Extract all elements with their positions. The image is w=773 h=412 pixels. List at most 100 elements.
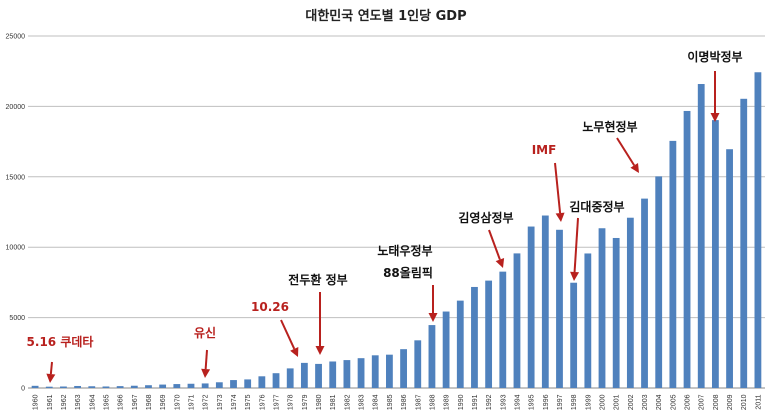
x-tick-label: 1960 bbox=[33, 394, 40, 410]
x-tick-label: 2006 bbox=[685, 394, 692, 410]
annotation-label: 전두환 정부 bbox=[288, 272, 347, 287]
x-tick-label: 1982 bbox=[344, 394, 351, 410]
x-tick-label: 1965 bbox=[103, 394, 110, 410]
bar-1975 bbox=[244, 379, 252, 388]
bar-2006 bbox=[683, 110, 691, 389]
x-tick-label: 1974 bbox=[231, 394, 238, 410]
x-tick-label: 1990 bbox=[458, 394, 465, 410]
x-tick-label: 2007 bbox=[699, 394, 706, 410]
bar-1988 bbox=[428, 325, 436, 388]
annotation-arrowhead bbox=[428, 313, 438, 322]
x-tick-label: 1977 bbox=[274, 394, 281, 410]
bar-1965 bbox=[102, 386, 110, 388]
bar-1964 bbox=[88, 386, 96, 388]
x-tick-label: 2000 bbox=[600, 394, 607, 410]
x-tick-label: 1994 bbox=[514, 394, 521, 410]
bar-1990 bbox=[456, 300, 464, 388]
bar-2010 bbox=[740, 98, 748, 388]
bar-1960 bbox=[31, 385, 39, 388]
x-tick-label: 1973 bbox=[217, 394, 224, 410]
y-tick-label: 10000 bbox=[6, 245, 26, 252]
bar-1992 bbox=[485, 280, 493, 388]
bar-1973 bbox=[215, 382, 223, 388]
annotations: 5.16 쿠데타 유신 10.26 전두환 정부 노태우정부 88올림픽 김영삼정부 IMF 김… bbox=[27, 49, 743, 383]
x-tick-label: 1999 bbox=[585, 394, 592, 410]
annotation-arrowhead bbox=[290, 346, 299, 357]
annotation-label: 김대중정부 bbox=[569, 199, 624, 214]
bar-2005 bbox=[669, 140, 677, 388]
bar-2002 bbox=[626, 217, 634, 388]
bar-1982 bbox=[343, 360, 351, 388]
x-axis-ticks: 1960 1961 1962 1963 1964 1965 1966 1967 1968 1969… bbox=[33, 394, 763, 410]
bar-1991 bbox=[471, 286, 478, 388]
bar-1995 bbox=[527, 226, 535, 388]
bar-1997 bbox=[556, 229, 563, 388]
bar-1998 bbox=[570, 282, 578, 388]
bar-1961 bbox=[45, 386, 53, 388]
x-tick-label: 2002 bbox=[628, 394, 635, 410]
x-tick-label: 1986 bbox=[401, 394, 408, 410]
x-tick-label: 1975 bbox=[245, 394, 252, 410]
annotation-arrow-line bbox=[204, 349, 208, 370]
x-tick-label: 1966 bbox=[118, 394, 125, 410]
bar-1985 bbox=[386, 354, 393, 388]
bar-1972 bbox=[201, 383, 209, 388]
annotation-arrowhead bbox=[555, 212, 565, 222]
bar-1987 bbox=[414, 340, 422, 388]
annotation-label: 유신 bbox=[194, 325, 216, 340]
x-tick-label: 1981 bbox=[330, 394, 337, 410]
bar-1966 bbox=[116, 386, 124, 388]
y-tick-label: 20000 bbox=[6, 104, 26, 111]
x-tick-label: 1980 bbox=[316, 394, 323, 410]
x-tick-label: 1984 bbox=[373, 394, 380, 410]
x-tick-label: 2003 bbox=[642, 394, 649, 410]
x-tick-label: 1961 bbox=[47, 394, 54, 410]
bar-1968 bbox=[145, 385, 152, 388]
x-tick-label: 1988 bbox=[429, 394, 436, 410]
x-tick-label: 2011 bbox=[755, 394, 762, 409]
annotation-arrow-line bbox=[49, 361, 53, 375]
annotation-label: 노무현정부 bbox=[582, 119, 637, 134]
bar-1976 bbox=[258, 376, 266, 388]
y-tick-label: 15000 bbox=[6, 174, 26, 181]
x-tick-label: 1971 bbox=[188, 394, 195, 410]
annotation-label: 이명박정부 bbox=[687, 49, 742, 64]
x-tick-label: 1985 bbox=[387, 394, 394, 410]
annotation-arrowhead bbox=[710, 113, 720, 122]
bar-1999 bbox=[584, 253, 592, 388]
annotation-arrowhead bbox=[201, 368, 211, 378]
annotation-arrow-line bbox=[280, 319, 296, 350]
x-tick-label: 1962 bbox=[61, 394, 68, 410]
annotation-label: 김영삼정부 bbox=[458, 210, 513, 225]
x-tick-label: 1967 bbox=[132, 394, 139, 410]
x-tick-label: 2001 bbox=[614, 394, 621, 410]
bar-series bbox=[31, 72, 762, 389]
bar-2004 bbox=[655, 176, 663, 388]
bar-2009 bbox=[726, 149, 733, 388]
x-tick-label: 1976 bbox=[259, 394, 266, 410]
annotation-arrowhead bbox=[570, 271, 580, 281]
grid-lines bbox=[28, 35, 765, 389]
y-tick-label: 5000 bbox=[9, 315, 25, 322]
bar-1979 bbox=[300, 362, 308, 388]
x-tick-label: 1969 bbox=[160, 394, 167, 410]
bar-1983 bbox=[357, 358, 365, 388]
bar-2008 bbox=[711, 120, 719, 389]
y-tick-label: 25000 bbox=[6, 34, 26, 41]
x-tick-label: 1998 bbox=[571, 394, 578, 410]
annotation-label: IMF bbox=[532, 143, 557, 157]
x-tick-label: 1992 bbox=[486, 394, 493, 410]
bar-1970 bbox=[173, 384, 181, 388]
x-tick-label: 1970 bbox=[174, 394, 181, 410]
bar-1974 bbox=[230, 380, 237, 388]
annotation-arrowhead bbox=[46, 373, 56, 383]
x-tick-label: 1983 bbox=[359, 394, 366, 410]
bar-1971 bbox=[187, 383, 195, 388]
x-tick-label: 2004 bbox=[656, 394, 663, 410]
x-tick-label: 1978 bbox=[288, 394, 295, 410]
bar-1993 bbox=[499, 271, 507, 388]
bar-1963 bbox=[74, 385, 82, 388]
y-tick-label: 0 bbox=[21, 386, 25, 393]
bar-2000 bbox=[598, 228, 606, 388]
